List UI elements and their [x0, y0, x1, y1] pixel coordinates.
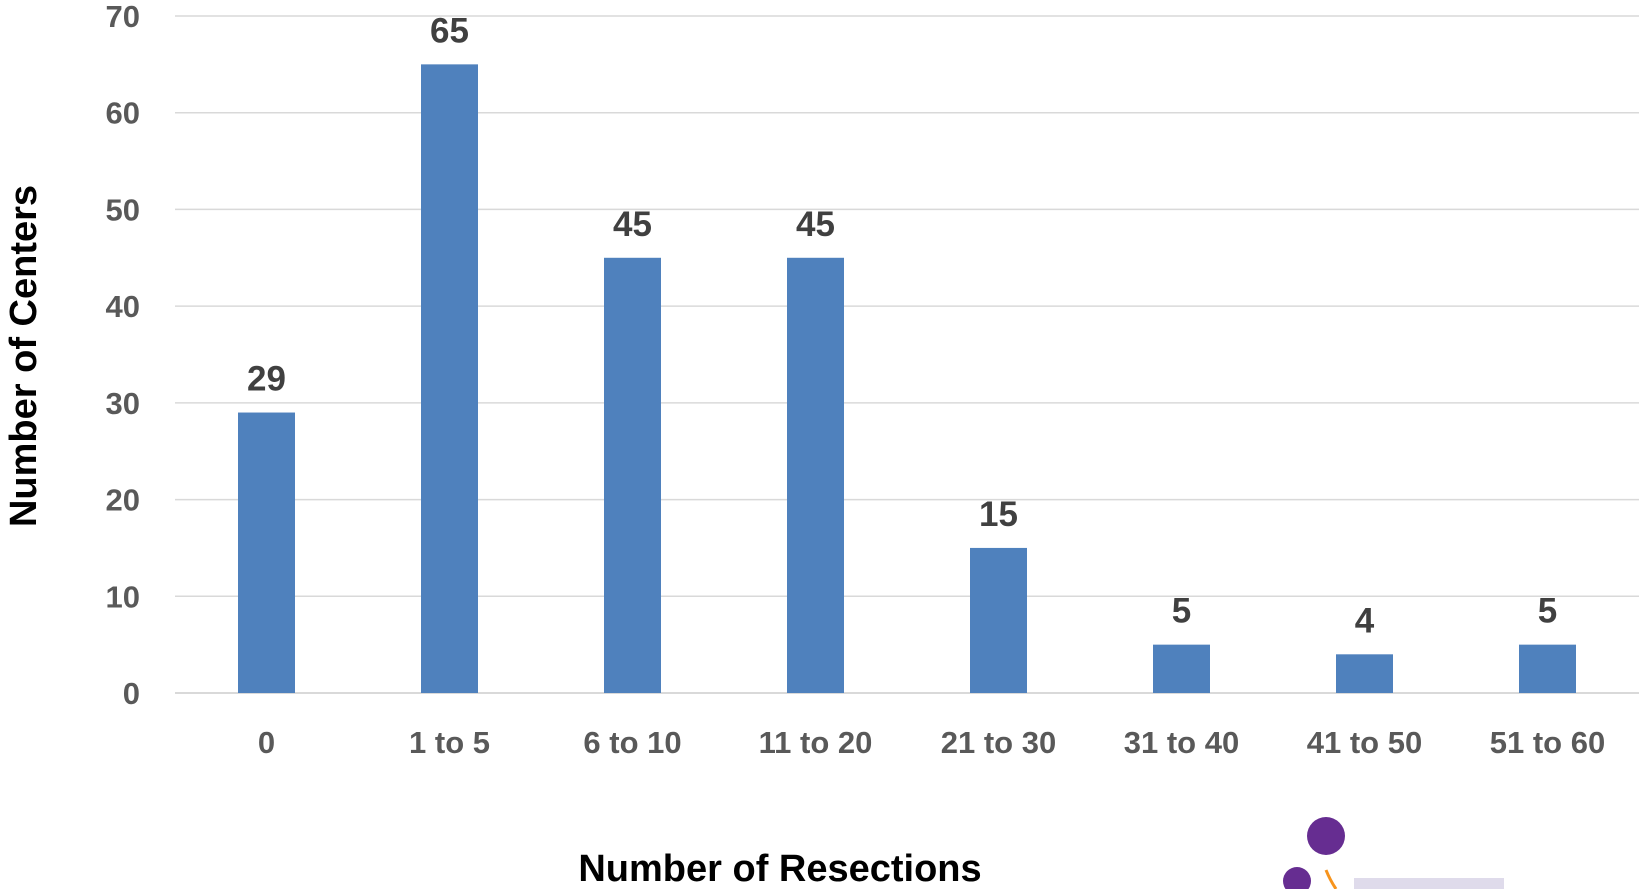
data-label: 45	[796, 205, 835, 244]
logo-dot-small	[1283, 867, 1311, 889]
y-axis-ticks: 0 10 20 30 40 50 60 70	[106, 0, 140, 711]
bar	[421, 64, 478, 694]
bar	[1153, 644, 1210, 693]
gridlines	[175, 15, 1639, 694]
x-tick-label: 31 to 40	[1124, 725, 1239, 760]
y-axis-title: Number of Centers	[3, 185, 45, 527]
data-label: 15	[979, 495, 1018, 534]
y-tick-label: 20	[106, 483, 140, 518]
x-tick-label: 0	[258, 725, 275, 760]
bar	[1519, 644, 1576, 693]
x-axis-ticks: 0 1 to 5 6 to 10 11 to 20 21 to 30 31 to 40 41…	[258, 725, 1605, 760]
bar	[238, 412, 295, 693]
x-tick-label: 1 to 5	[409, 725, 490, 760]
logo-swoosh	[1324, 869, 1338, 889]
bar	[970, 547, 1027, 693]
x-tick-label: 21 to 30	[941, 725, 1056, 760]
x-tick-label: 41 to 50	[1307, 725, 1422, 760]
x-tick-label: 11 to 20	[759, 725, 873, 760]
bar	[604, 257, 661, 693]
x-axis-title: Number of Resections	[578, 848, 981, 889]
y-tick-label: 40	[106, 289, 140, 324]
data-label: 29	[247, 360, 286, 399]
data-label: 65	[430, 11, 469, 50]
bars	[238, 64, 1576, 694]
y-tick-label: 50	[106, 192, 140, 227]
y-tick-label: 0	[123, 676, 140, 711]
y-tick-label: 10	[106, 579, 140, 614]
data-label: 4	[1355, 601, 1375, 640]
organization-logo	[1283, 817, 1504, 889]
data-label: 5	[1172, 592, 1191, 631]
bar	[1336, 654, 1393, 693]
logo-wordmark-blur	[1354, 878, 1504, 889]
y-tick-label: 30	[106, 386, 140, 421]
data-label: 5	[1538, 592, 1557, 631]
x-tick-label: 51 to 60	[1490, 725, 1605, 760]
x-tick-label: 6 to 10	[583, 725, 681, 760]
y-tick-label: 70	[106, 0, 140, 34]
y-tick-label: 60	[106, 96, 140, 131]
logo-dot-large	[1307, 817, 1345, 855]
data-label: 45	[613, 205, 652, 244]
bar	[787, 257, 844, 693]
